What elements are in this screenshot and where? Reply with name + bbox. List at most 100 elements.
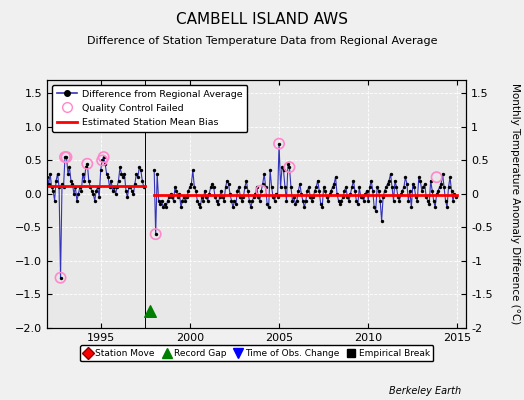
Point: [342, 184, 350, 190]
Point: [184, 187, 193, 194]
Point: [233, 187, 242, 194]
Point: [384, 181, 392, 187]
Point: [452, 194, 460, 200]
Point: [343, 194, 352, 200]
Point: [101, 160, 110, 167]
Point: [449, 198, 457, 204]
Point: [190, 184, 199, 190]
Point: [266, 167, 275, 174]
Point: [83, 160, 92, 167]
Point: [95, 194, 103, 200]
Point: [395, 198, 403, 204]
Point: [450, 191, 458, 197]
Point: [217, 187, 225, 194]
Point: [122, 187, 130, 194]
Point: [111, 191, 119, 197]
Point: [48, 184, 56, 190]
Point: [93, 184, 102, 190]
Point: [276, 184, 285, 190]
Point: [336, 201, 344, 207]
Point: [339, 194, 347, 200]
Point: [123, 194, 132, 200]
Point: [121, 171, 129, 177]
Point: [88, 187, 96, 194]
Point: [370, 204, 378, 210]
Point: [105, 184, 114, 190]
Point: [309, 194, 318, 200]
Point: [223, 177, 231, 184]
Point: [73, 198, 81, 204]
Point: [172, 187, 181, 194]
Point: [414, 174, 423, 180]
Point: [418, 187, 426, 194]
Point: [401, 174, 410, 180]
Point: [421, 181, 429, 187]
Point: [68, 181, 77, 187]
Point: [53, 171, 62, 177]
Point: [75, 184, 84, 190]
Point: [416, 177, 424, 184]
Text: Berkeley Earth: Berkeley Earth: [389, 386, 461, 396]
Point: [447, 187, 456, 194]
Point: [351, 187, 359, 194]
Point: [321, 187, 329, 194]
Point: [432, 174, 441, 180]
Point: [135, 164, 144, 170]
Point: [221, 184, 230, 190]
Point: [116, 164, 124, 170]
Point: [270, 198, 279, 204]
Point: [291, 201, 300, 207]
Point: [348, 184, 356, 190]
Point: [287, 184, 295, 190]
Point: [256, 198, 264, 204]
Point: [247, 204, 255, 210]
Point: [281, 184, 289, 190]
Point: [422, 194, 430, 200]
Point: [196, 204, 204, 210]
Point: [406, 187, 414, 194]
Point: [389, 198, 398, 204]
Point: [215, 194, 224, 200]
Point: [419, 184, 428, 190]
Point: [242, 177, 250, 184]
Point: [61, 154, 69, 160]
Point: [391, 177, 399, 184]
Point: [404, 198, 412, 204]
Y-axis label: Monthly Temperature Anomaly Difference (°C): Monthly Temperature Anomaly Difference (…: [509, 83, 519, 325]
Point: [366, 184, 374, 190]
Point: [423, 198, 432, 204]
Point: [189, 167, 197, 174]
Point: [46, 171, 54, 177]
Point: [181, 198, 190, 204]
Point: [70, 191, 78, 197]
Point: [219, 194, 227, 200]
Point: [210, 184, 218, 190]
Point: [185, 184, 194, 190]
Point: [254, 194, 263, 200]
Point: [293, 198, 301, 204]
Point: [150, 167, 158, 174]
Point: [437, 181, 445, 187]
Point: [66, 164, 74, 170]
Point: [178, 198, 187, 204]
Point: [322, 194, 331, 200]
Point: [100, 154, 108, 160]
Point: [304, 184, 313, 190]
Point: [59, 184, 68, 190]
Point: [205, 191, 213, 197]
Point: [67, 177, 75, 184]
Point: [82, 164, 90, 170]
Point: [253, 184, 261, 190]
Point: [434, 187, 442, 194]
Point: [151, 231, 160, 237]
Point: [300, 204, 309, 210]
Point: [403, 181, 411, 187]
Point: [345, 198, 353, 204]
Point: [368, 187, 377, 194]
Point: [132, 171, 140, 177]
Point: [355, 184, 364, 190]
Point: [409, 181, 417, 187]
Point: [440, 184, 448, 190]
Point: [192, 187, 200, 194]
Point: [441, 198, 450, 204]
